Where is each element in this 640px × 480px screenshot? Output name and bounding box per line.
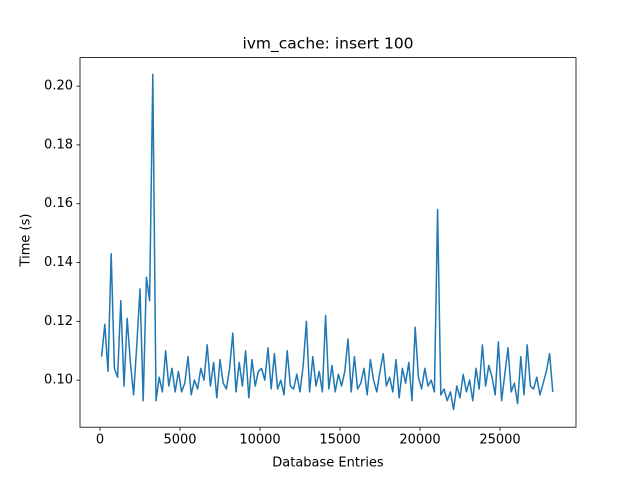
x-tick-label: 10000	[239, 433, 280, 448]
x-tick-label: 15000	[319, 433, 360, 448]
x-tick-label: 20000	[399, 433, 440, 448]
x-tick-label: 0	[96, 433, 104, 448]
y-tick-label: 0.18	[44, 137, 73, 152]
chart-title: ivm_cache: insert 100	[242, 35, 413, 54]
y-tick-label: 0.20	[44, 79, 73, 94]
y-tick-label: 0.16	[44, 196, 73, 211]
x-axis-label: Database Entries	[272, 456, 384, 471]
x-tick-label: 25000	[479, 433, 520, 448]
y-tick-label: 0.14	[44, 255, 73, 270]
data-line	[100, 73, 554, 411]
plot-frame	[79, 57, 577, 428]
y-axis-label: Time (s)	[19, 214, 34, 268]
y-tick-label: 0.12	[44, 314, 73, 329]
y-tick-label: 0.10	[44, 373, 73, 388]
x-tick-label: 5000	[163, 433, 196, 448]
